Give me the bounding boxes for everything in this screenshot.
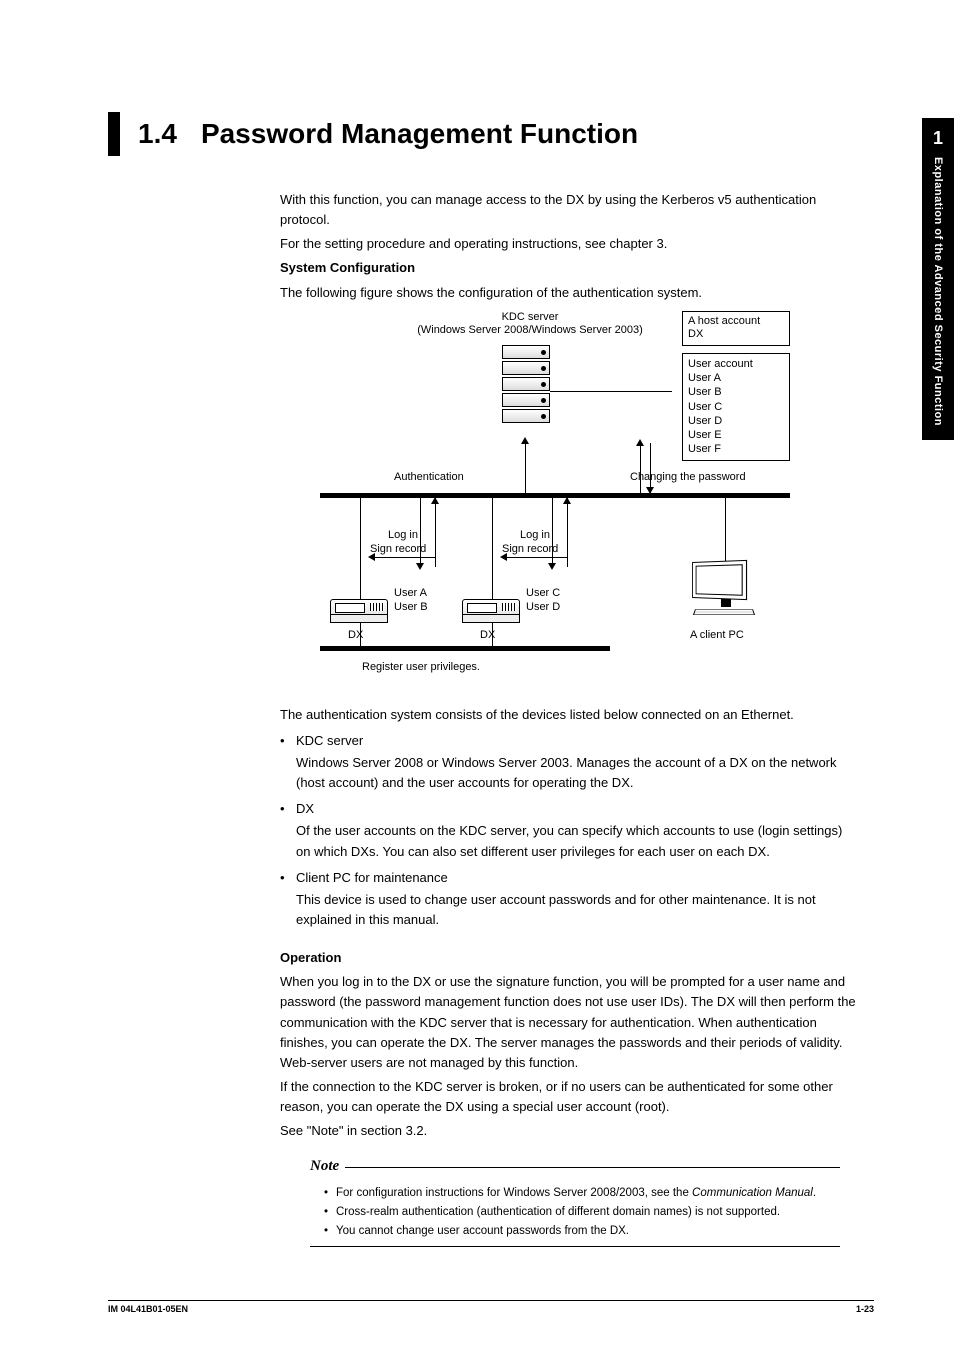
note-block: Note •For configuration instructions for…: [310, 1155, 840, 1247]
footer-page-number: 1-23: [856, 1304, 874, 1314]
system-diagram: KDC server (Windows Server 2008/Windows …: [320, 311, 790, 691]
change-password-label: Changing the password: [630, 471, 746, 485]
kdc-label: KDC server (Windows Server 2008/Windows …: [380, 311, 680, 339]
connector-line: [550, 391, 672, 392]
network-bar-bottom: [320, 646, 610, 651]
client-bullet-name: Client PC for maintenance: [296, 868, 448, 888]
connector-line: [567, 497, 568, 567]
server-icon: [502, 345, 550, 437]
dx-label: DX: [480, 629, 495, 643]
note-rule: [345, 1167, 840, 1168]
dx-device-icon: [330, 599, 388, 625]
arrow-up-icon: [521, 437, 529, 444]
operation-para-3: See "Note" in section 3.2.: [280, 1121, 860, 1141]
sign-record-label: Sign record: [370, 543, 426, 557]
main-content: With this function, you can manage acces…: [280, 190, 860, 1247]
connector-line: [435, 497, 436, 567]
page-footer: IM 04L41B01-05EN 1-23: [108, 1300, 874, 1314]
user-b-label: User B: [394, 601, 428, 615]
arrow-up-icon: [431, 497, 439, 504]
dx-label: DX: [348, 629, 363, 643]
client-pc-label: A client PC: [690, 629, 744, 643]
connector-line: [640, 443, 641, 493]
dx-bullet-desc: Of the user accounts on the KDC server, …: [296, 821, 860, 861]
arrow-left-icon: [368, 553, 375, 561]
operation-para-1: When you log in to the DX or use the sig…: [280, 972, 860, 1073]
arrow-down-icon: [548, 563, 556, 570]
client-bullet-desc: This device is used to change user accou…: [296, 890, 860, 930]
connector-line: [375, 557, 435, 558]
note-item-2: Cross-realm authentication (authenticati…: [336, 1204, 780, 1221]
connector-line: [507, 557, 567, 558]
section-number: 1.4: [138, 118, 177, 149]
authentication-label: Authentication: [394, 471, 464, 485]
intro-para-1: With this function, you can manage acces…: [280, 190, 860, 230]
intro-para-2: For the setting procedure and operating …: [280, 234, 860, 254]
arrow-up-icon: [563, 497, 571, 504]
dx-device-icon: [462, 599, 520, 625]
client-pc-icon: [690, 561, 762, 621]
note-label: Note: [310, 1155, 339, 1178]
user-c-label: User C: [526, 587, 560, 601]
user-account-box: User account User A User B User C User D…: [682, 353, 790, 461]
operation-heading: Operation: [280, 948, 860, 968]
system-config-para: The following figure shows the configura…: [280, 283, 860, 303]
operation-para-2: If the connection to the KDC server is b…: [280, 1077, 860, 1117]
note-item-1: For configuration instructions for Windo…: [336, 1185, 816, 1202]
arrow-left-icon: [500, 553, 507, 561]
chapter-number: 1: [922, 128, 954, 149]
section-title: Password Management Function: [201, 118, 638, 149]
footer-doc-id: IM 04L41B01-05EN: [108, 1304, 188, 1314]
note-item-3: You cannot change user account passwords…: [336, 1223, 629, 1240]
note-end-rule: [310, 1246, 840, 1247]
register-privileges-label: Register user privileges.: [362, 661, 480, 675]
arrow-up-icon: [636, 439, 644, 446]
chapter-title: Explanation of the Advanced Security Fun…: [932, 157, 944, 426]
login-label: Log in: [388, 529, 418, 543]
heading-bar: [108, 112, 120, 156]
sign-record-label: Sign record: [502, 543, 558, 557]
arrow-down-icon: [416, 563, 424, 570]
devices-intro: The authentication system consists of th…: [280, 705, 860, 725]
login-label: Log in: [520, 529, 550, 543]
connector-line: [525, 439, 526, 493]
device-list: •KDC server Windows Server 2008 or Windo…: [280, 731, 860, 930]
connector-line: [725, 497, 726, 561]
user-d-label: User D: [526, 601, 560, 615]
chapter-tab: 1 Explanation of the Advanced Security F…: [922, 118, 954, 440]
dx-bullet-name: DX: [296, 799, 314, 819]
network-bar-top: [320, 493, 790, 498]
kdc-bullet-desc: Windows Server 2008 or Windows Server 20…: [296, 753, 860, 793]
kdc-bullet-name: KDC server: [296, 731, 363, 751]
section-heading: 1.4 Password Management Function: [108, 112, 638, 156]
connector-line: [650, 443, 651, 493]
user-a-label: User A: [394, 587, 427, 601]
host-account-box: A host account DX: [682, 311, 790, 347]
system-config-heading: System Configuration: [280, 258, 860, 278]
